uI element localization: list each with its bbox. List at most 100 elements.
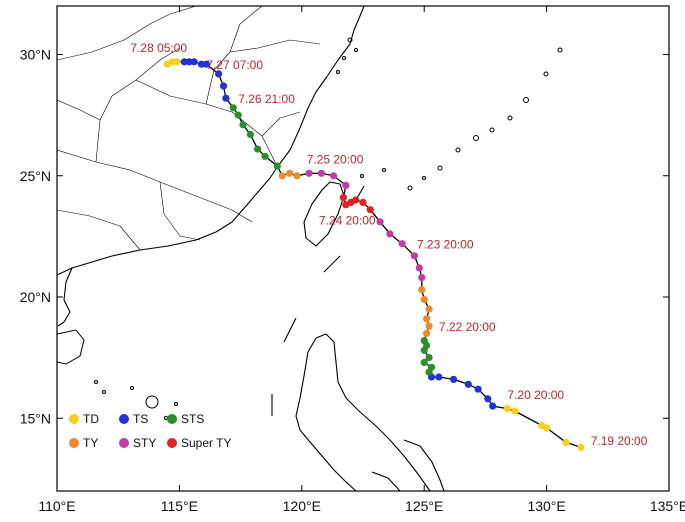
track-point-sty: [342, 181, 350, 189]
x-tick-label: 125°E: [405, 498, 443, 514]
track-point-sts: [427, 363, 436, 371]
track-point-sty: [415, 264, 423, 272]
track-point-td: [511, 407, 519, 415]
axis-ticks: 110°E 115°E 120°E 125°E 130°E 135°E 15°N 20°N 25…: [20, 6, 685, 514]
province-border-7: [261, 111, 301, 137]
x-tick-label: 135°E: [650, 498, 685, 514]
track-point-ty: [286, 169, 294, 177]
province-border-8: [57, 99, 101, 121]
track-point-td: [577, 443, 585, 451]
x-tick-label: 110°E: [38, 498, 75, 514]
time-label: 7.23 20:00: [417, 238, 474, 252]
china-coastline: [57, 6, 365, 276]
legend-label: TY: [83, 436, 98, 450]
legend-swatch-superty: [167, 438, 177, 448]
track-point-ty: [425, 322, 433, 330]
track-point-ts: [484, 395, 492, 403]
y-tick-label: 30°N: [20, 47, 51, 63]
track-point-ty: [278, 172, 286, 180]
intensity-legend: TD TS STS TY STY Super TY: [69, 412, 231, 450]
track-point-sts: [234, 111, 242, 119]
province-border-9: [159, 181, 201, 241]
track-point-ts: [180, 58, 188, 66]
legend-label: STS: [181, 412, 204, 426]
time-annotations: 7.19 20:00 7.20 20:00 7.22 20:00 7.23 20:00…: [130, 41, 647, 448]
track-point-sty: [317, 169, 325, 177]
luzon-island: [295, 333, 431, 491]
track-point-sts: [261, 152, 269, 160]
track-point-ty: [420, 295, 428, 303]
track-point-sty: [330, 172, 338, 180]
legend-label: TS: [133, 412, 148, 426]
track-point-ty: [425, 305, 433, 313]
track-point-superty: [359, 198, 367, 206]
track-point-ts: [219, 82, 228, 90]
zhoushan-islands: [336, 37, 358, 74]
track-point-sts: [420, 337, 428, 345]
track-point-ts: [464, 380, 472, 388]
province-border-4: [205, 39, 321, 105]
time-label: 7.28 05:00: [130, 41, 187, 55]
track-point-ts: [197, 60, 205, 68]
x-tick-label: 115°E: [161, 498, 198, 514]
track-point-ts: [489, 402, 497, 410]
legend-label: STY: [133, 436, 156, 450]
track-point-sty: [398, 240, 406, 248]
taiwan-island: [303, 181, 345, 247]
legend-swatch-td: [69, 414, 79, 424]
track-point-sts: [254, 145, 262, 153]
province-border-10: [57, 209, 141, 251]
time-label: 7.20 20:00: [507, 388, 564, 402]
legend-swatch-sty: [119, 438, 129, 448]
legend-swatch-ts: [119, 414, 129, 424]
track-point-sty: [376, 218, 384, 226]
y-tick-label: 20°N: [20, 289, 51, 305]
time-label: 7.22 20:00: [439, 320, 496, 334]
track-point-sts: [246, 130, 254, 139]
track-point-superty: [342, 201, 350, 209]
track-point-ts: [474, 385, 482, 393]
geographic-layer: [57, 6, 563, 491]
track-point-ts: [222, 94, 230, 102]
province-border-6: [229, 6, 263, 53]
ryukyu-islands: [360, 47, 563, 191]
time-label: 7.19 20:00: [591, 434, 648, 448]
x-tick-label: 120°E: [283, 498, 321, 514]
track-point-ty: [293, 172, 301, 180]
time-label: 7.27 07:00: [206, 58, 263, 72]
track-point-td: [538, 421, 546, 430]
track-point-superty: [339, 194, 347, 202]
track-point-sts: [273, 162, 281, 170]
track-point-sts: [425, 354, 433, 362]
track-point-sty: [305, 169, 313, 177]
track-point-sts: [239, 121, 247, 129]
hainan-island: [57, 329, 85, 365]
time-label: 7.26 21:00: [238, 92, 295, 106]
leizhou-peninsula: [57, 267, 73, 327]
province-border-3: [135, 79, 277, 165]
track-point-sty: [410, 252, 418, 260]
legend-label: TD: [83, 412, 99, 426]
track-point-superty: [366, 206, 374, 214]
province-border-1: [57, 149, 253, 223]
x-tick-label: 130°E: [527, 498, 565, 514]
typhoon-track: [163, 58, 585, 451]
track-point-td: [503, 405, 511, 413]
track-point-td: [562, 438, 570, 447]
track-point-sts: [229, 104, 237, 112]
legend-label: Super TY: [181, 436, 231, 450]
track-point-ty: [423, 329, 431, 337]
philippine-islands: [371, 439, 445, 491]
time-label: 7.24 20:00: [319, 213, 376, 227]
legend-swatch-sts: [167, 414, 177, 424]
track-point-ty: [423, 315, 431, 323]
track-point-sty: [386, 230, 394, 238]
track-point-ts: [215, 70, 223, 78]
y-tick-label: 25°N: [20, 168, 51, 184]
map-frame: [56, 5, 670, 492]
y-tick-label: 15°N: [20, 410, 51, 426]
province-border-5: [57, 6, 197, 61]
track-point-sts: [420, 358, 428, 367]
track-point-ty: [418, 286, 426, 294]
